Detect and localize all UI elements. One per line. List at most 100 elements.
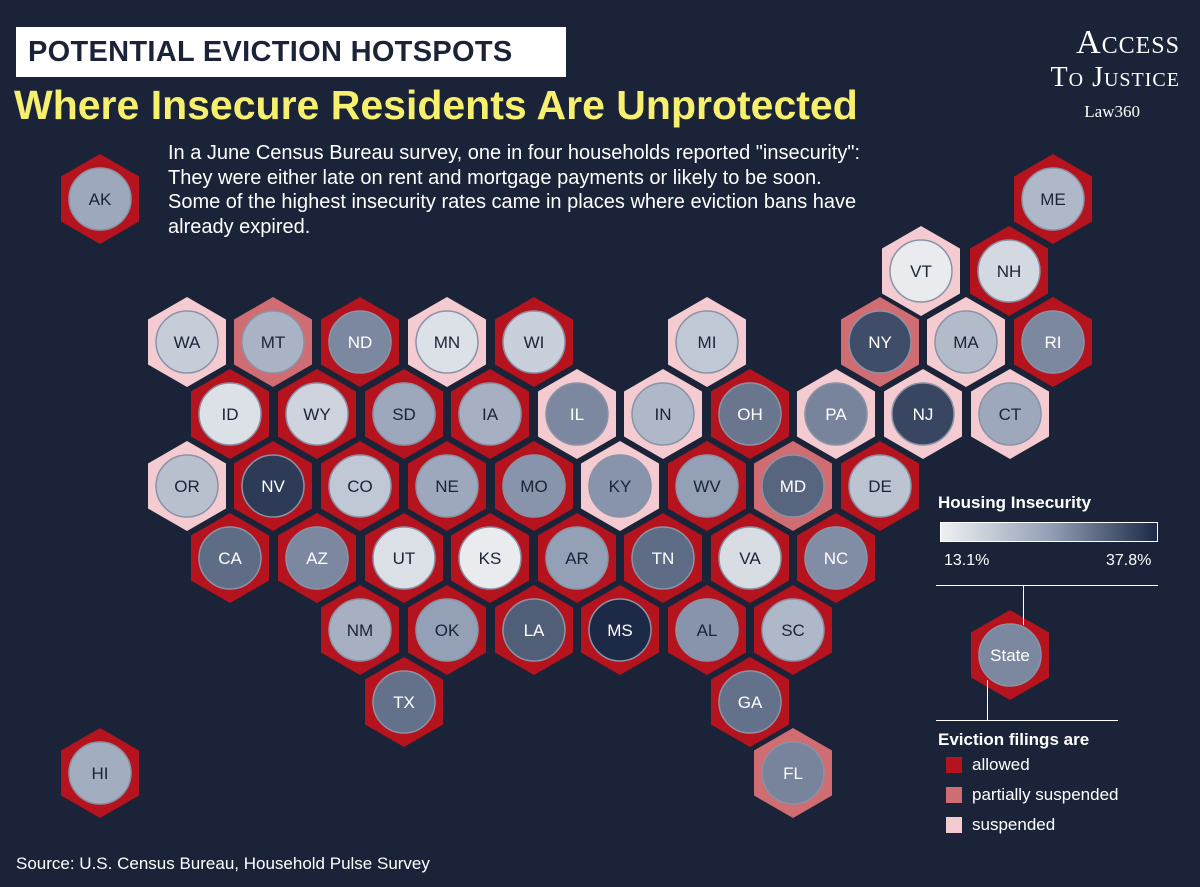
state-label: FL [783, 764, 803, 783]
swatch-allowed [946, 757, 962, 773]
legend-insecurity-title: Housing Insecurity [938, 493, 1092, 512]
state-hex-ri: RI [1014, 297, 1092, 387]
state-hex-ok: OK [408, 585, 486, 675]
insecurity-circle [415, 598, 479, 662]
intro-text: In a June Census Bureau survey, one in f… [168, 142, 861, 238]
state-label: IL [570, 405, 584, 424]
insecurity-circle [285, 382, 349, 446]
state-hex-ca: CA [191, 513, 269, 603]
state-label: AK [89, 190, 112, 209]
insecurity-circle [458, 526, 522, 590]
insecurity-circle [328, 454, 392, 518]
state-label: MT [261, 333, 286, 352]
state-hex-nm: NM [321, 585, 399, 675]
state-hex-wa: WA [148, 297, 226, 387]
state-label: CA [218, 549, 242, 568]
legend-label-suspended: suspended [972, 815, 1056, 834]
state-label: MA [953, 333, 979, 352]
state-hex-ky: KY [581, 441, 659, 531]
state-hex-mo: MO [495, 441, 573, 531]
insecurity-circle [1021, 310, 1085, 374]
state-label: ME [1040, 190, 1066, 209]
state-hex-ne: NE [408, 441, 486, 531]
state-label: VT [910, 262, 932, 281]
state-label: NH [997, 262, 1022, 281]
source-note: Source: U.S. Census Bureau, Household Pu… [16, 854, 430, 873]
state-hex-ut: UT [365, 513, 443, 603]
logo-line-2: To Justice [1050, 62, 1180, 93]
state-label: NJ [913, 405, 934, 424]
state-label: CT [999, 405, 1022, 424]
state-label: KS [479, 549, 502, 568]
legend-leader-insecurity [1023, 585, 1024, 625]
state-label: MO [520, 477, 547, 496]
insecurity-circle [155, 310, 219, 374]
legend-label-allowed: allowed [972, 755, 1030, 774]
insecurity-circle [891, 382, 955, 446]
state-label: IN [655, 405, 672, 424]
kicker-title: POTENTIAL EVICTION HOTSPOTS [16, 27, 566, 77]
state-hex-ar: AR [538, 513, 616, 603]
insecurity-circle [241, 310, 305, 374]
state-hex-oh: OH [711, 369, 789, 459]
insecurity-circle [502, 454, 566, 518]
state-label: TX [393, 693, 415, 712]
state-hex-de: DE [841, 441, 919, 531]
state-hex-nc: NC [797, 513, 875, 603]
insecurity-circle [372, 526, 436, 590]
state-hex-pa: PA [797, 369, 875, 459]
insecurity-circle [328, 310, 392, 374]
state-hex-ks: KS [451, 513, 529, 603]
state-hex-me: ME [1014, 154, 1092, 244]
state-hex-tx: TX [365, 657, 443, 747]
logo-line-3: Law360 [1084, 102, 1140, 121]
state-label: GA [738, 693, 763, 712]
state-label: WY [303, 405, 330, 424]
insecurity-circle [675, 310, 739, 374]
state-hex-in: IN [624, 369, 702, 459]
state-hex-nj: NJ [884, 369, 962, 459]
insecurity-circle [675, 454, 739, 518]
swatch-partially-suspended [946, 787, 962, 803]
legend-label-partially-suspended: partially suspended [972, 785, 1119, 804]
legend-eviction-title: Eviction filings are [938, 730, 1090, 749]
state-hex-wv: WV [668, 441, 746, 531]
swatch-suspended [946, 817, 962, 833]
state-hex-fl: FL [754, 728, 832, 818]
state-label: MD [780, 477, 806, 496]
insecurity-circle [415, 310, 479, 374]
state-label: CO [347, 477, 373, 496]
state-label: NV [261, 477, 285, 496]
state-label: NM [347, 621, 373, 640]
state-label: HI [92, 764, 109, 783]
insecurity-circle [631, 382, 695, 446]
insecurity-circle [978, 382, 1042, 446]
state-hex-legend-key: State [971, 610, 1049, 700]
scale-max-label: 37.8% [1106, 552, 1152, 569]
state-label: MS [607, 621, 633, 640]
state-label: KY [609, 477, 632, 496]
state-label: WA [174, 333, 201, 352]
state-label: NE [435, 477, 459, 496]
state-label: PA [825, 405, 847, 424]
state-hex-nd: ND [321, 297, 399, 387]
state-hex-nv: NV [234, 441, 312, 531]
state-hex-il: IL [538, 369, 616, 459]
insecurity-circle [718, 670, 782, 734]
state-label: SD [392, 405, 416, 424]
state-hex-ak: AK [61, 154, 139, 244]
insecurity-circle [1021, 167, 1085, 231]
state-label: DE [868, 477, 892, 496]
insecurity-circle [241, 454, 305, 518]
state-label: VA [739, 549, 761, 568]
insecurity-circle [631, 526, 695, 590]
state-label: NY [868, 333, 892, 352]
insecurity-circle [588, 454, 652, 518]
state-hex-sd: SD [365, 369, 443, 459]
state-hex-vt: VT [882, 226, 960, 316]
state-hex-id: ID [191, 369, 269, 459]
insecurity-circle [68, 741, 132, 805]
state-label: OR [174, 477, 200, 496]
insecurity-circle [761, 741, 825, 805]
